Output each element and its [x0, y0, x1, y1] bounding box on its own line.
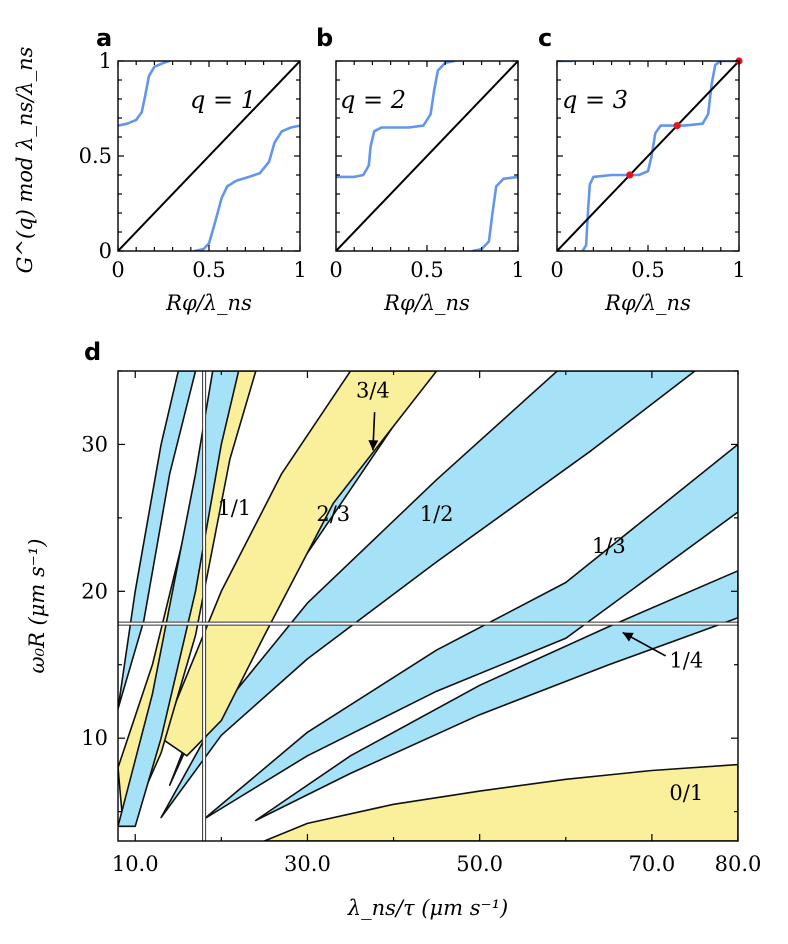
plot-area-c: [557, 61, 739, 251]
d-x-tick-label: 70.0: [629, 852, 676, 876]
d-x-tick-label: 30.0: [284, 852, 331, 876]
d-y-tick-label: 10: [81, 726, 108, 750]
q-label-b: q = 2: [340, 86, 406, 114]
y-tick-label-a: 0: [99, 239, 112, 263]
y-tick-label-a: 0.5: [79, 144, 112, 168]
x-tick-label-b: 1: [511, 258, 524, 282]
x-axis-label-b: Rφ/λ_ns: [383, 291, 470, 315]
diagonal-line-a: [118, 61, 300, 251]
x-axis-label-c: Rφ/λ_ns: [604, 291, 691, 315]
annotation-arrow-head-0: [368, 440, 379, 451]
map-curve-a-1: [193, 124, 300, 251]
map-curve-b-1: [471, 175, 518, 251]
region-label-0-1: 0/1: [669, 781, 703, 805]
diagonal-line-b: [336, 61, 518, 251]
map-curve-a-0: [118, 61, 171, 127]
q-label-c: q = 3: [562, 86, 628, 114]
x-tick-label-c: 1: [732, 258, 745, 282]
plot-area-d: [118, 371, 738, 841]
panel-label-d: d: [84, 338, 101, 366]
d-x-tick-label: 80.0: [715, 852, 762, 876]
tongue-1-4: [255, 570, 738, 822]
tongue-1-2: [160, 371, 696, 819]
x-tick-label-c: 0.5: [631, 258, 664, 282]
region-label-3-4: 3/4: [356, 378, 390, 402]
x-tick-label-b: 0.5: [410, 258, 443, 282]
d-y-tick-label: 30: [81, 432, 108, 456]
region-label-1-4: 1/4: [669, 649, 703, 673]
panel-label-b: b: [316, 24, 333, 52]
tongue-1-3: [203, 443, 738, 820]
region-label-1-3: 1/3: [592, 534, 626, 558]
d-x-tick-label: 50.0: [456, 852, 503, 876]
fixed-point-0: [626, 171, 634, 179]
q-label-a: q = 1: [190, 86, 256, 114]
frame-d: [117, 370, 739, 842]
map-curve-b-0: [336, 61, 456, 179]
y-tick-label-a: 1: [99, 49, 112, 73]
x-tick-label-a: 1: [293, 258, 306, 282]
region-label-1-2: 1/2: [420, 502, 454, 526]
x-tick-label-b: 0: [329, 258, 342, 282]
panel-a: 0 0.5 1 0 0.5 1: [79, 49, 307, 282]
region-label-2-3: 2/3: [316, 502, 350, 526]
panel-label-a: a: [96, 24, 112, 52]
plot-area-a: [118, 61, 300, 251]
x-tick-label-a: 0: [111, 258, 124, 282]
panel-b: 0 0.5 1: [329, 60, 525, 282]
region-label-1-1: 1/1: [217, 496, 251, 520]
tongue-0-1: [263, 763, 738, 841]
diagonal-line-c: [557, 61, 739, 251]
panel-c: 0 0.5 1: [550, 57, 746, 282]
panel-label-c: c: [538, 24, 552, 52]
d-x-tick-label: 10.0: [112, 852, 159, 876]
map-curve-c-1: [581, 61, 739, 251]
d-x-axis-label: λ_ns/τ (μm s⁻¹): [347, 896, 508, 920]
x-tick-label-c: 0: [550, 258, 563, 282]
panel-d: 10.0 30.0 50.0 70.0 80.0 10 20 30 0/1 1/4 1/3 1/2 2/…: [81, 370, 762, 876]
x-axis-label-a: Rφ/λ_ns: [165, 291, 252, 315]
d-y-tick-label: 20: [81, 579, 108, 603]
top-y-axis-label: G^(q) mod λ_ns/λ_ns: [13, 46, 37, 273]
d-y-axis-label: ω₀R (μm s⁻¹): [25, 539, 49, 674]
fixed-point-1: [673, 122, 681, 130]
annotation-arrow-head-1: [622, 632, 634, 642]
x-tick-label-a: 0.5: [192, 258, 225, 282]
tongue-left-blue: [118, 371, 240, 828]
